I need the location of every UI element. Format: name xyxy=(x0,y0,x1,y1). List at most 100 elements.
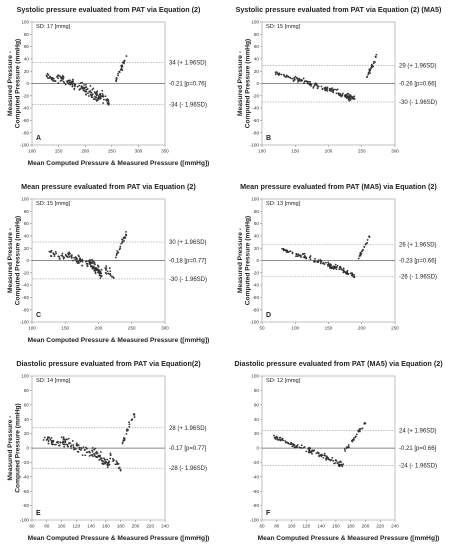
panel-letter: E xyxy=(36,510,41,517)
x-tick-label: 140 xyxy=(87,524,95,529)
data-point xyxy=(302,77,305,80)
data-point xyxy=(58,258,61,260)
data-point xyxy=(96,90,98,93)
data-point xyxy=(79,88,81,91)
x-tick-label: 200 xyxy=(81,149,89,154)
panel-f: Diastolic pressure evaluated from PAT (M… xyxy=(234,359,443,542)
data-point xyxy=(79,257,81,260)
data-point xyxy=(317,452,320,455)
x-tick-label: 150 xyxy=(325,326,333,331)
data-point xyxy=(326,86,329,89)
data-point xyxy=(316,87,319,89)
data-point xyxy=(121,61,124,64)
y-tick-label: -100 xyxy=(20,518,30,523)
data-point xyxy=(314,257,316,260)
x-tick-label: 250 xyxy=(358,149,366,154)
data-point xyxy=(350,272,352,275)
data-point xyxy=(299,446,302,449)
data-point xyxy=(106,458,109,461)
data-point xyxy=(285,441,288,443)
panel-title: Mean pressure evaluated from PAT via Equ… xyxy=(21,182,196,191)
data-point xyxy=(107,99,110,101)
y-axis-label: Measured Pressure -Computed Pressure (mm… xyxy=(7,39,22,128)
data-point xyxy=(91,258,93,261)
data-point xyxy=(80,446,82,449)
data-point xyxy=(67,79,70,82)
data-point xyxy=(59,75,61,78)
data-point xyxy=(114,463,117,466)
data-point xyxy=(114,256,117,259)
data-point xyxy=(322,456,325,459)
data-point xyxy=(125,55,128,57)
data-point xyxy=(106,462,109,464)
line-annotation: -0.23 [p=0.66] xyxy=(399,259,437,265)
data-point xyxy=(285,75,288,78)
data-point xyxy=(100,272,103,275)
data-point xyxy=(91,93,94,96)
data-point xyxy=(57,82,60,84)
y-axis-label-line: Computed Pressure (mmHg) xyxy=(245,216,252,305)
data-point xyxy=(66,255,68,258)
data-point xyxy=(339,92,341,95)
data-point xyxy=(363,246,366,248)
data-point xyxy=(320,453,323,456)
data-point xyxy=(99,458,102,460)
data-point xyxy=(314,260,316,263)
data-point xyxy=(47,77,50,80)
x-tick-label: 100 xyxy=(28,149,36,154)
data-point xyxy=(62,438,65,440)
data-point xyxy=(109,452,112,455)
data-point xyxy=(95,268,98,271)
data-point xyxy=(350,439,353,442)
data-point xyxy=(345,446,348,449)
y-axis-label-line: Measured Pressure - xyxy=(237,51,244,116)
data-point xyxy=(92,260,95,263)
data-point xyxy=(50,437,53,439)
data-point xyxy=(96,452,98,455)
data-point xyxy=(304,80,306,83)
x-tick-label: 120 xyxy=(72,524,80,529)
data-point xyxy=(305,256,308,259)
panel-letter: D xyxy=(266,312,271,319)
data-point xyxy=(334,88,336,91)
data-point xyxy=(347,444,350,446)
data-point xyxy=(354,435,357,438)
y-tick-label: -40 xyxy=(252,283,259,288)
data-point xyxy=(117,72,119,75)
data-point xyxy=(63,445,66,448)
data-point xyxy=(290,442,293,445)
data-point xyxy=(338,93,340,96)
data-point xyxy=(52,439,54,442)
data-point xyxy=(352,437,355,440)
data-point xyxy=(296,445,298,448)
data-point xyxy=(99,96,102,99)
data-point xyxy=(347,446,349,448)
data-point xyxy=(120,68,123,70)
data-point xyxy=(321,88,324,91)
sd-label: SD: 17 [mmg] xyxy=(36,24,71,30)
data-point xyxy=(82,446,85,449)
data-point xyxy=(342,463,345,466)
data-point xyxy=(97,268,100,271)
y-tick-label: 20 xyxy=(254,69,260,74)
x-tick-label: 60 xyxy=(259,524,265,529)
y-tick-label: 100 xyxy=(251,374,259,379)
y-tick-label: 60 xyxy=(254,402,260,407)
scatter-points xyxy=(48,230,128,279)
data-point xyxy=(58,444,61,447)
data-point xyxy=(276,438,279,441)
x-tick-label: 100 xyxy=(288,524,296,529)
data-point xyxy=(306,80,309,83)
data-point xyxy=(103,98,105,101)
data-point xyxy=(67,253,70,256)
data-point xyxy=(124,236,127,238)
data-point xyxy=(85,451,88,454)
data-point xyxy=(70,254,73,257)
y-axis-label: Measured Pressure -Computed Pressure (mm… xyxy=(7,403,22,492)
x-tick-label: 250 xyxy=(128,326,136,331)
data-point xyxy=(98,274,101,277)
data-point xyxy=(102,94,104,97)
x-tick-label: 300 xyxy=(135,149,143,154)
data-point xyxy=(331,267,334,269)
line-annotation: -0.21 [p=0.66] xyxy=(399,446,437,452)
